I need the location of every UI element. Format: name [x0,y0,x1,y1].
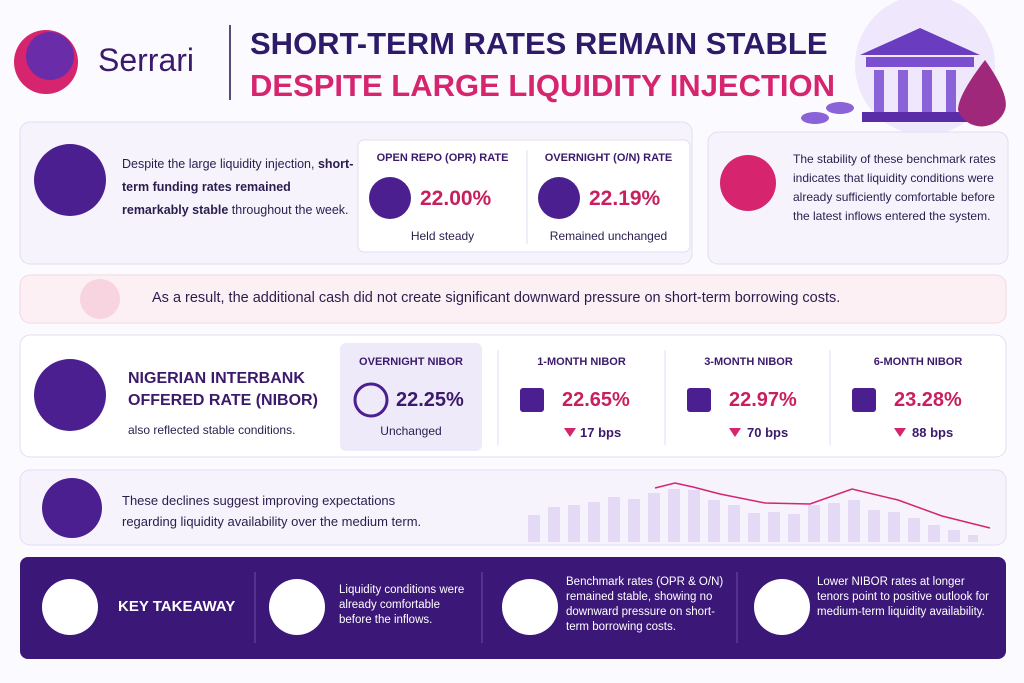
clock-icon [353,382,389,418]
icon [34,359,106,431]
icon [720,155,776,211]
tenor-change: 88 bps [912,425,954,440]
logo-inner [26,32,74,80]
tenor-change: 70 bps [747,425,789,440]
tenor-label: OVERNIGHT NIBOR [359,356,463,368]
icon [34,144,106,216]
calendar-icon [852,388,876,412]
nibor-title: NIGERIAN INTERBANK OFFERED RATE (NIBOR) [128,370,318,409]
icon [42,579,98,635]
bank-illustration [801,0,1006,135]
stability-note: The stability of these benchmark rates i… [793,152,996,223]
card [340,343,482,451]
tenor-label: 6-MONTH NIBOR [873,356,963,368]
icon [754,579,810,635]
intro-tail: throughout the week. [228,203,349,217]
rate-note: Held steady [410,229,475,243]
calendar-icon [687,388,711,412]
rate-label: OVERNIGHT (O/N) RATE [544,152,673,164]
brand: Serrari [98,42,195,78]
tenor-label: 1-MONTH NIBOR [537,356,626,368]
tenor-rate: 22.25% [396,389,464,411]
icon [80,279,120,319]
banner [19,274,1007,324]
rate-value: 22.19% [589,187,661,210]
takeaway-point: Lower NIBOR rates at longer tenors point… [817,576,989,618]
icon [42,478,102,538]
down-arrows [564,428,906,437]
icon [369,177,411,219]
tenor-rate: 22.65% [562,389,630,411]
expectations: These declines suggest improving expecta… [122,493,422,529]
title: SHORT-TERM RATES REMAIN STABLE [250,26,828,61]
panel [707,131,1009,265]
intro: Despite the large liquidity injection, s… [122,153,354,222]
takeaway-point: Liquidity conditions were already comfor… [339,584,465,626]
intro-bold: short-term funding rates remained remark… [122,157,354,217]
rate-note: Remained unchanged [549,229,668,243]
rate-label: OPEN REPO (OPR) RATE [376,152,509,164]
rate-value: 22.00% [420,187,492,210]
decor-line [654,482,991,529]
tenor-rate: 22.97% [729,389,797,411]
decor-bars [528,489,978,542]
tenor-label: 3-MONTH NIBOR [704,356,793,368]
tenor-rate: 23.28% [894,389,962,411]
intro-lead: Despite the large liquidity injection, [122,157,318,171]
tenor-change: Unchanged [380,424,442,438]
icon [538,177,580,219]
takeaway-title: KEY TAKEAWAY [118,598,236,615]
icon [502,579,558,635]
panel [19,334,1007,458]
takeaway-point: Benchmark rates (OPR & O/N) remained sta… [566,576,724,633]
title: DESPITE LARGE LIQUIDITY INJECTION [250,68,836,103]
result-banner: As a result, the additional cash did not… [152,290,841,306]
calendar-icon [520,388,544,412]
icon [269,579,325,635]
tenor-change: 17 bps [580,425,622,440]
rate-box [357,139,691,253]
nibor-subtitle: also reflected stable conditions. [128,423,296,437]
